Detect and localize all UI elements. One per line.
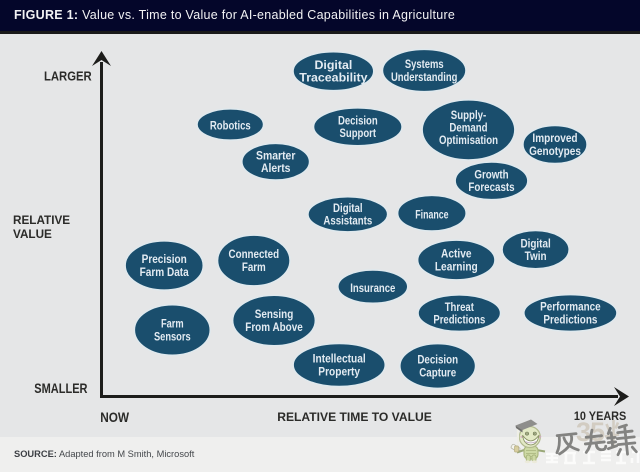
svg-text:Digital: Digital xyxy=(314,58,352,72)
svg-text:Support: Support xyxy=(340,127,377,140)
svg-text:Connected: Connected xyxy=(229,248,280,261)
svg-text:Insurance: Insurance xyxy=(350,282,395,295)
svg-text:Farm Data: Farm Data xyxy=(140,266,190,279)
svg-text:Twin: Twin xyxy=(525,250,547,263)
svg-text:NOW: NOW xyxy=(100,409,130,425)
svg-text:LARGER: LARGER xyxy=(44,69,92,84)
svg-text:Sensors: Sensors xyxy=(154,330,191,344)
svg-text:Digital: Digital xyxy=(333,202,363,215)
svg-text:Demand: Demand xyxy=(449,121,487,134)
svg-text:Farm: Farm xyxy=(242,261,266,274)
svg-text:Digital: Digital xyxy=(520,237,550,250)
svg-text:Precision: Precision xyxy=(142,253,187,266)
svg-text:Predictions: Predictions xyxy=(433,313,485,326)
svg-text:Forecasts: Forecasts xyxy=(468,181,514,194)
svg-text:Smarter: Smarter xyxy=(256,150,296,163)
svg-text:Sensing: Sensing xyxy=(255,308,294,321)
svg-text:Active: Active xyxy=(441,248,472,261)
svg-text:Optimisation: Optimisation xyxy=(439,134,498,147)
svg-text:Finance: Finance xyxy=(415,208,448,222)
svg-text:Systems: Systems xyxy=(405,58,444,72)
svg-text:VALUE: VALUE xyxy=(13,227,52,241)
svg-text:RELATIVE TIME TO VALUE: RELATIVE TIME TO VALUE xyxy=(277,410,432,424)
svg-text:Decision: Decision xyxy=(417,354,458,367)
svg-text:RELATIVE: RELATIVE xyxy=(13,213,70,227)
svg-text:Traceability: Traceability xyxy=(299,71,367,85)
svg-text:Intellectual: Intellectual xyxy=(313,353,366,366)
svg-text:Robotics: Robotics xyxy=(210,120,251,133)
svg-text:Capture: Capture xyxy=(419,366,456,379)
svg-text:Decision: Decision xyxy=(338,114,378,127)
svg-text:Performance: Performance xyxy=(540,301,601,314)
svg-text:Assistants: Assistants xyxy=(323,215,372,228)
svg-text:From Above: From Above xyxy=(245,321,302,334)
svg-text:Improved: Improved xyxy=(532,132,577,145)
svg-text:Threat: Threat xyxy=(445,301,474,314)
svg-text:Property: Property xyxy=(318,366,360,379)
svg-text:Genotypes: Genotypes xyxy=(529,145,581,158)
svg-text:Supply-: Supply- xyxy=(451,109,487,122)
svg-text:Growth: Growth xyxy=(474,169,508,182)
svg-text:SMALLER: SMALLER xyxy=(34,381,87,396)
svg-text:Learning: Learning xyxy=(435,261,478,274)
svg-text:Understanding: Understanding xyxy=(391,71,457,85)
svg-text:Farm: Farm xyxy=(161,318,184,332)
svg-text:Alerts: Alerts xyxy=(261,162,290,175)
svg-text:Predictions: Predictions xyxy=(543,313,597,326)
